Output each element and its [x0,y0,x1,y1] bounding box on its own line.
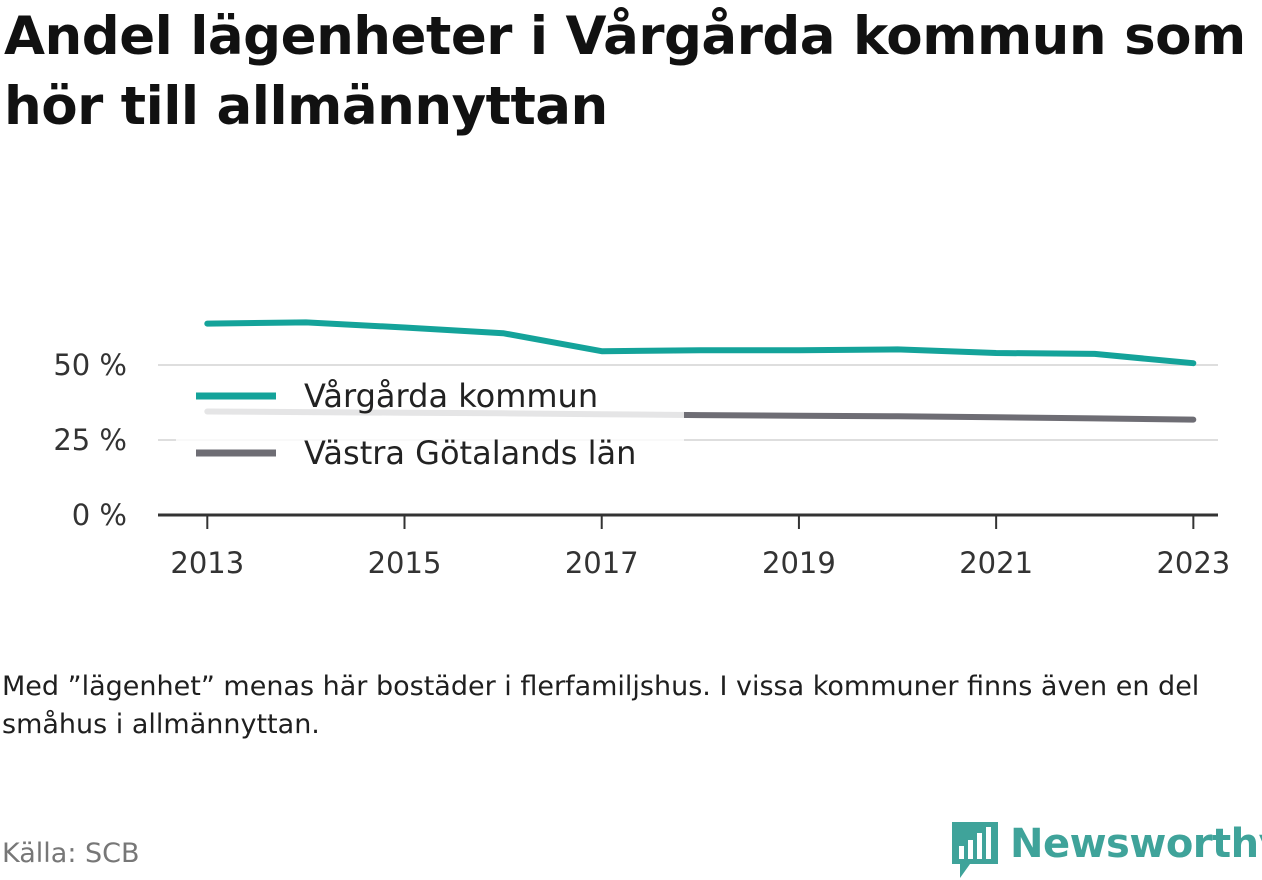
x-tick-label: 2013 [170,546,244,580]
x-tick-label: 2019 [762,546,836,580]
y-tick-label: 25 % [53,423,127,457]
chart-note: Med ”lägenhet” menas här bostäder i fler… [2,671,1200,740]
y-tick-label: 50 % [53,348,127,382]
chart-title: Andel lägenheter i Vårgårda kommun som h… [4,6,1246,137]
x-axis-ticks: 2013 2015 2017 2019 2021 2023 [170,515,1230,580]
y-axis-ticks: 0 % 25 % 50 % [53,348,127,532]
source-label: Källa: SCB [2,838,140,869]
newsworthy-logo-icon [952,822,998,878]
x-tick-label: 2023 [1156,546,1230,580]
legend-label: Vårgårda kommun [304,377,598,415]
line-chart: 2013 2015 2017 2019 2021 2023 0 % 25 % 50 % Vår… [53,319,1230,580]
brand-name: Newsworthy [1010,821,1262,867]
x-tick-label: 2017 [565,546,639,580]
y-tick-label: 0 % [72,498,127,532]
brand-logo: Newsworthy [950,820,1262,880]
legend-background [176,368,684,478]
legend-label: Västra Götalands län [304,434,636,472]
legend: Vårgårda kommun Västra Götalands län [176,368,684,478]
series-line-v-rg-rda-kommun [204,319,1197,367]
x-tick-label: 2021 [959,546,1033,580]
x-tick-label: 2015 [368,546,442,580]
